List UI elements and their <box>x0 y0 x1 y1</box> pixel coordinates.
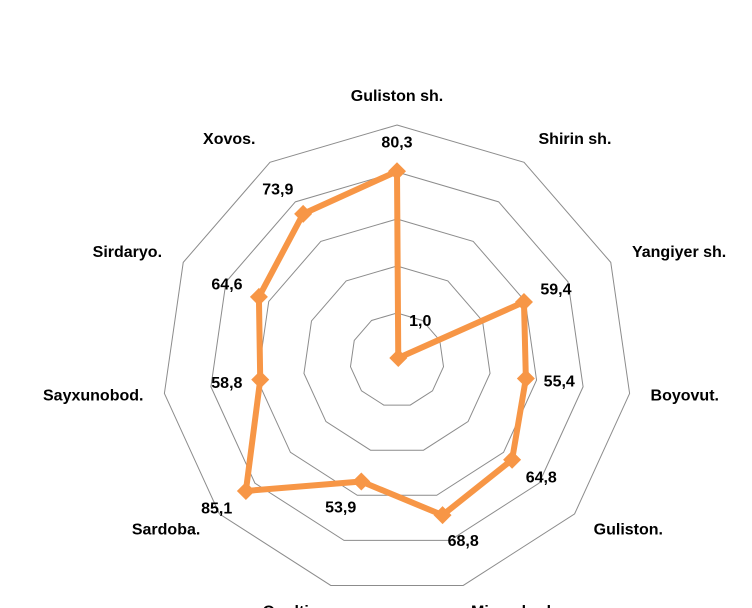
category-label: Shirin sh. <box>539 131 612 148</box>
value-label: 1,0 <box>409 313 431 330</box>
point-marker <box>294 204 313 223</box>
point-marker <box>236 481 255 500</box>
value-label: 53,9 <box>325 500 356 517</box>
category-label: Yangiyer sh. <box>632 244 726 261</box>
category-label: Sayxunobod. <box>43 388 143 405</box>
value-label: 58,8 <box>211 375 242 392</box>
value-label: 80,3 <box>381 135 412 152</box>
value-label: 85,1 <box>201 501 232 518</box>
point-marker <box>388 162 406 181</box>
category-label: Boyovut. <box>651 388 719 405</box>
grid-ring <box>163 124 631 586</box>
grid-ring <box>210 171 584 541</box>
category-label: Oqoltin. <box>263 603 323 608</box>
point-marker <box>352 472 371 491</box>
category-label: Xovos. <box>203 131 255 148</box>
grid-ring <box>303 265 491 451</box>
category-label: Mirzaobod. <box>471 603 555 608</box>
point-marker <box>503 450 522 469</box>
value-label: 68,8 <box>448 533 479 550</box>
category-label: Guliston. <box>594 522 663 539</box>
value-label: 64,8 <box>526 469 557 486</box>
point-marker <box>514 293 533 312</box>
category-label: Guliston sh. <box>351 88 443 105</box>
point-marker <box>251 370 270 389</box>
value-label: 59,4 <box>540 282 571 299</box>
grid-ring <box>349 312 445 406</box>
category-label: Sardoba. <box>132 522 200 539</box>
point-marker <box>516 369 535 388</box>
series-line <box>242 168 529 519</box>
category-label: Sirdaryo. <box>93 244 162 261</box>
value-label: 55,4 <box>544 374 575 391</box>
point-marker <box>389 349 408 368</box>
point-marker <box>433 506 452 525</box>
value-label: 73,9 <box>262 182 293 199</box>
value-label: 64,6 <box>211 277 242 294</box>
point-marker <box>249 287 268 306</box>
